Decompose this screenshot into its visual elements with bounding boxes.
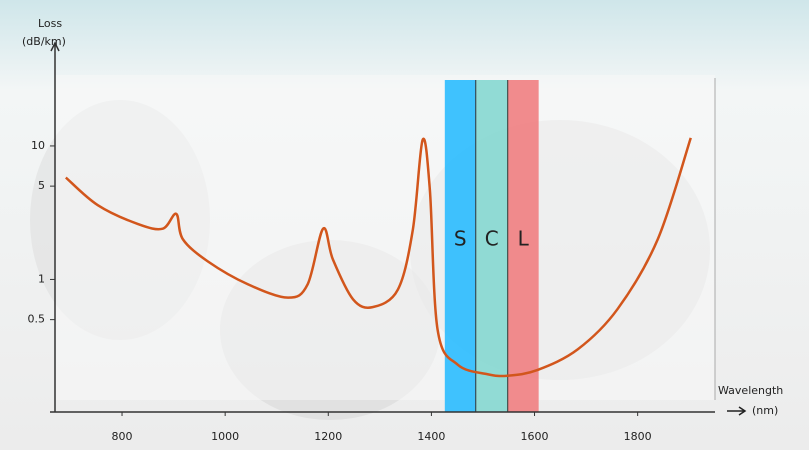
y-tick-label: 10 (31, 139, 45, 152)
x-label-arrow (727, 406, 747, 416)
band (444, 80, 476, 412)
x-tick-label: 1000 (211, 430, 239, 443)
x-tick-label: 1400 (417, 430, 445, 443)
x-tick-label: 1600 (521, 430, 549, 443)
y-axis (50, 41, 60, 412)
band-label: S (454, 227, 467, 251)
band-label: C (485, 227, 499, 251)
band-label: L (518, 227, 530, 251)
x-axis-label: (nm) (752, 404, 778, 417)
x-tick-label: 800 (112, 430, 133, 443)
y-axis-label: Loss (38, 17, 62, 30)
y-tick-label: 1 (38, 272, 45, 285)
y-tick-label: 5 (38, 179, 45, 192)
x-tick-label: 1800 (624, 430, 652, 443)
band (507, 80, 539, 412)
y-axis-label: (dB/km) (22, 35, 66, 48)
y-tick-label: 0.5 (28, 313, 46, 326)
plot-area (55, 75, 715, 400)
x-axis-label: Wavelength (718, 384, 783, 397)
band (475, 80, 508, 412)
x-tick-label: 1200 (314, 430, 342, 443)
loss-curve (65, 137, 692, 378)
